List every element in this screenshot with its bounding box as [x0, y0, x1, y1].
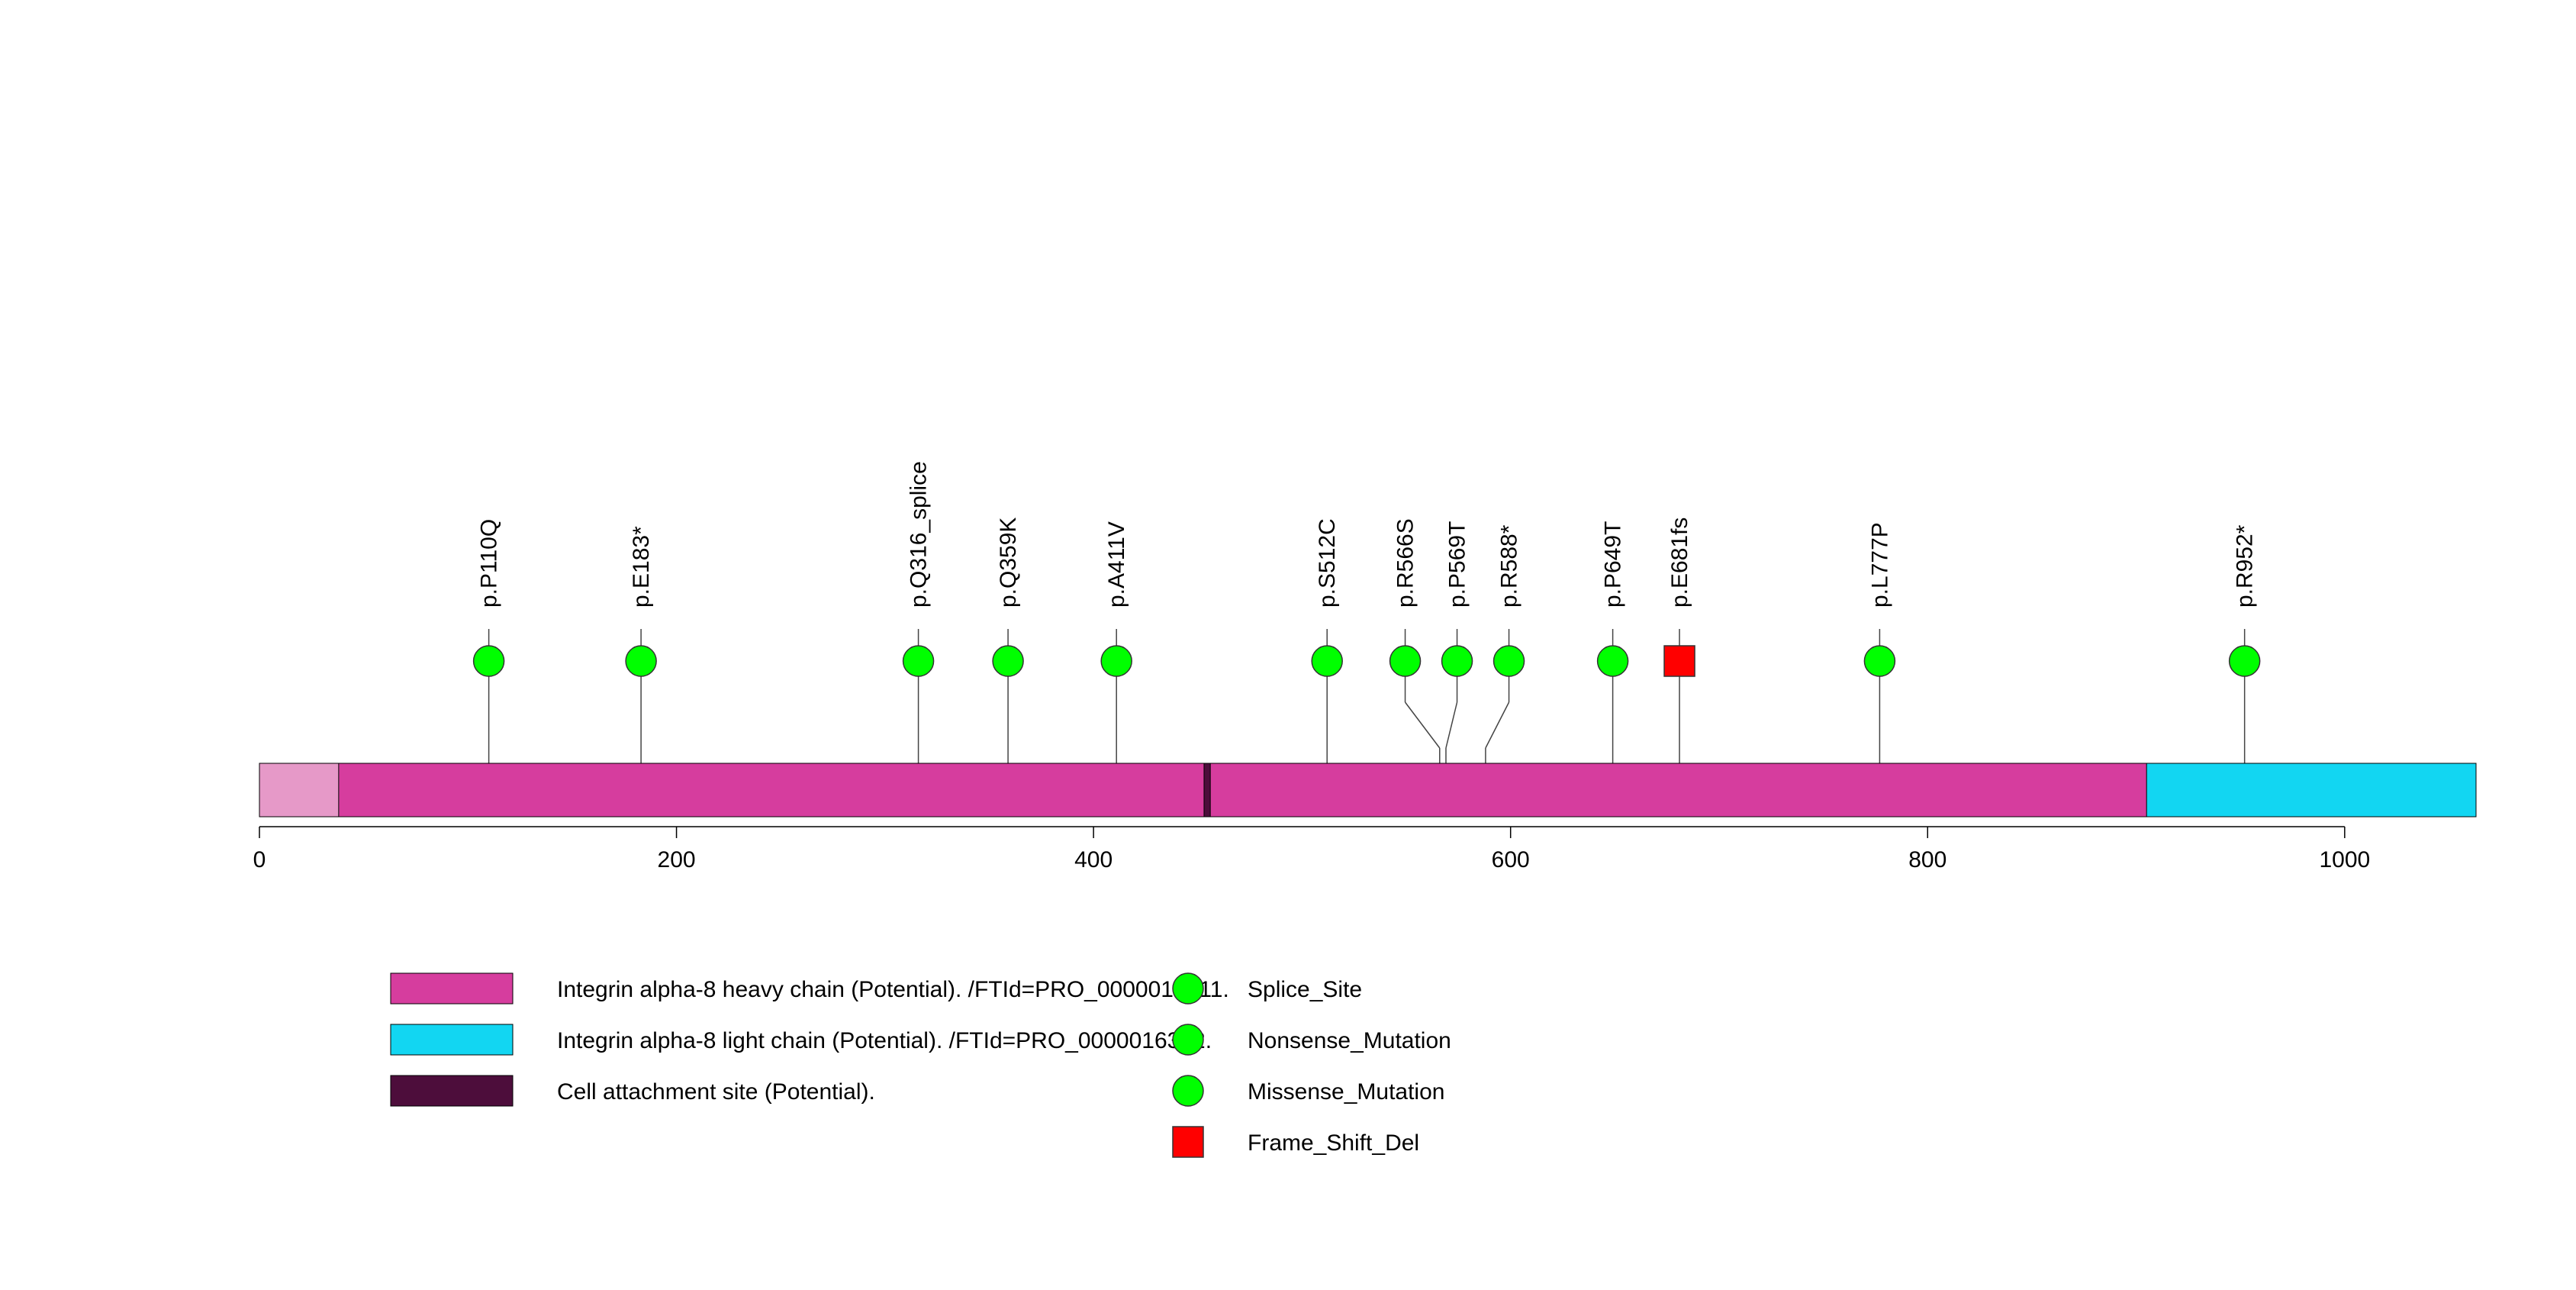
legend-swatch-region [390, 1075, 514, 1107]
legend-label-mutation: Missense_Mutation [1248, 1079, 1444, 1105]
legend-marker-square [1172, 1126, 1204, 1158]
protein-region-0 [259, 763, 342, 818]
legend-marker-circle [1172, 1075, 1204, 1107]
mutation-label: p.R566S [1393, 518, 1418, 608]
mutation-label: p.Q359K [996, 518, 1021, 608]
legend: Integrin alpha-8 heavy chain (Potential)… [390, 972, 1451, 1158]
tick-label: 200 [658, 847, 696, 872]
tick-label: 800 [1908, 847, 1946, 872]
legend-label-mutation: Frame_Shift_Del [1248, 1130, 1419, 1156]
stem-elbow [1445, 701, 1458, 749]
mutation-marker-circle [992, 645, 1024, 677]
mutation-marker-circle [1441, 645, 1473, 677]
mutation-label: p.P110Q [477, 519, 502, 608]
legend-label-region: Integrin alpha-8 light chain (Potential)… [557, 1028, 1212, 1053]
mutation-label: p.R952* [2233, 524, 2258, 608]
protein-track [259, 763, 2477, 818]
mutation-label: p.L777P [1867, 522, 1892, 608]
mutation-label: p.R588* [1497, 524, 1522, 608]
protein-region-3 [2146, 763, 2477, 818]
legend-label-region: Cell attachment site (Potential). [557, 1079, 875, 1105]
mutation-label: p.A411V [1104, 521, 1129, 608]
mutation-marker-square [1663, 645, 1695, 677]
legend-marker-circle [1172, 972, 1204, 1005]
mutation-label: p.Q316_splice [906, 461, 932, 608]
protein-region-1 [338, 763, 2149, 818]
stem-elbow [1485, 701, 1510, 749]
mutation-marker-circle [1389, 645, 1422, 677]
legend-label-region: Integrin alpha-8 heavy chain (Potential)… [557, 977, 1229, 1002]
mutation-label: p.E183* [629, 526, 654, 608]
legend-swatch-region [390, 972, 514, 1005]
legend-swatch-region [390, 1024, 514, 1056]
mutation-marker-circle [625, 645, 657, 677]
mutation-label: p.P569T [1445, 521, 1470, 608]
stem-elbow [1404, 701, 1441, 749]
mutation-marker-circle [1311, 645, 1343, 677]
protein-region-2 [1203, 763, 1211, 818]
mutation-marker-circle [472, 645, 505, 677]
tick-label: 400 [1074, 847, 1113, 872]
legend-label-mutation: Nonsense_Mutation [1248, 1028, 1451, 1053]
legend-label-mutation: Splice_Site [1248, 977, 1362, 1002]
mutation-marker-circle [902, 645, 935, 677]
mutation-marker-circle [2228, 645, 2261, 677]
mutation-label: p.E681fs [1667, 518, 1692, 608]
x-axis: 0 200 400 600 800 1000 [253, 826, 2370, 872]
tick-label: 600 [1492, 847, 1530, 872]
mutation-label: p.S512C [1315, 518, 1340, 608]
mutation-marker-circle [1863, 645, 1896, 677]
tick-label: 0 [253, 847, 266, 872]
lollipop-layer: p.P110Q p.E183* p.Q316_splice p.Q359K p.A411… [472, 461, 2261, 817]
legend-marker-circle [1172, 1024, 1204, 1056]
tick-label: 1000 [2319, 847, 2370, 872]
mutation-marker-circle [1492, 645, 1525, 677]
mutation-marker-circle [1100, 645, 1132, 677]
mutation-marker-circle [1596, 645, 1629, 677]
mutation-label: p.P649T [1601, 521, 1626, 608]
